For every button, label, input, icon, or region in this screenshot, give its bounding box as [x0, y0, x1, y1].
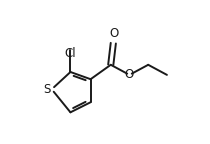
Text: S: S [44, 83, 51, 96]
Text: O: O [109, 27, 118, 40]
Text: Cl: Cl [65, 47, 76, 60]
Text: O: O [125, 68, 134, 81]
